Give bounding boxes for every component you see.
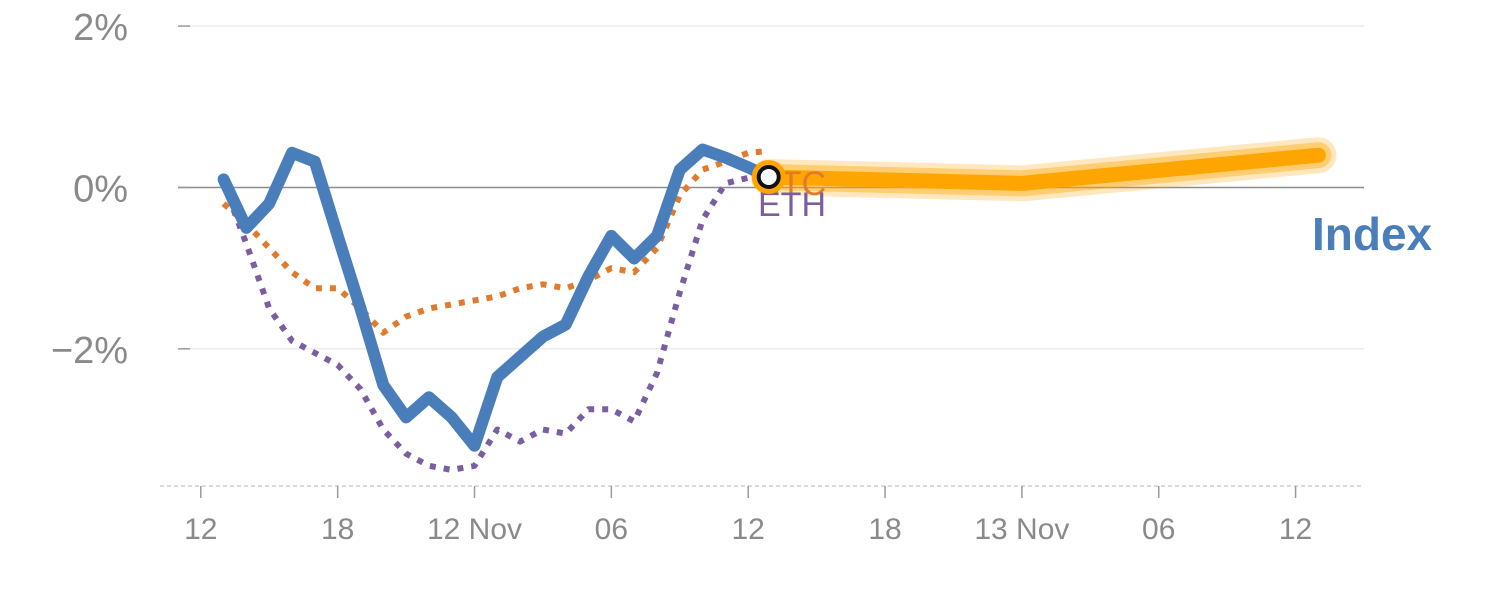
x-tick-label: 06	[595, 513, 628, 546]
y-tick-label: −2%	[51, 330, 128, 372]
y-tick-label: 0%	[73, 168, 128, 210]
x-tick-label: 12	[732, 513, 765, 546]
x-tick-label: 12 Nov	[427, 513, 522, 546]
marker-dot	[756, 164, 781, 189]
series-line-btc	[221, 148, 769, 336]
series-line-index	[217, 143, 775, 452]
current-value-marker	[751, 159, 786, 194]
x-tick-label: 12	[1279, 513, 1312, 546]
x-tick-label: 06	[1142, 513, 1175, 546]
x-tick-label: 12	[184, 513, 217, 546]
x-tick-label: 13 Nov	[974, 513, 1069, 546]
series-labels: BTC ETH Index	[758, 165, 1433, 260]
series-label-index: Index	[1312, 208, 1433, 260]
forecast-line	[761, 147, 1326, 191]
series-line-eth	[220, 174, 769, 473]
series-lines	[217, 137, 1337, 473]
y-axis: 2% 0% −2%	[51, 7, 190, 372]
x-axis: 12 18 12 Nov 06 12 18 13 Nov 06 12	[160, 485, 1364, 546]
y-tick-label: 2%	[73, 7, 128, 49]
x-tick-label: 18	[868, 513, 901, 546]
x-tick-label: 18	[321, 513, 354, 546]
